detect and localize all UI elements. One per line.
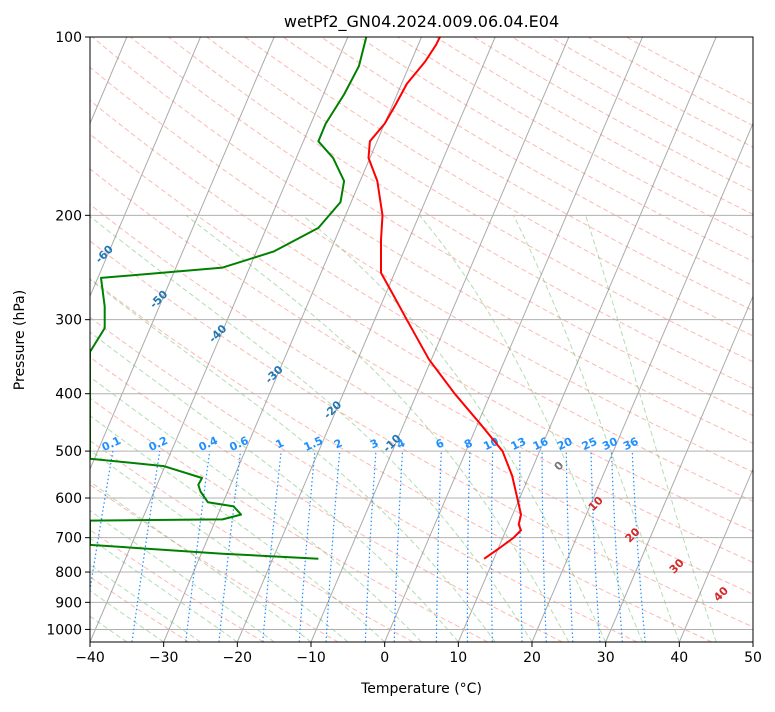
x-tick-label: 10 xyxy=(449,650,467,666)
x-tick-label: −20 xyxy=(223,650,253,666)
y-tick-label: 900 xyxy=(55,595,82,611)
x-tick-label: 30 xyxy=(597,650,615,666)
y-tick-label: 800 xyxy=(55,565,82,581)
x-tick-label: −30 xyxy=(149,650,179,666)
chart-title: wetPf2_GN04.2024.009.06.04.E04 xyxy=(284,12,559,32)
y-tick-label: 300 xyxy=(55,313,82,329)
x-axis-label: Temperature (°C) xyxy=(360,681,482,697)
y-tick-label: 1000 xyxy=(46,622,82,638)
y-axis-label: Pressure (hPa) xyxy=(12,290,28,390)
x-tick-label: 0 xyxy=(380,650,389,666)
x-tick-label: 50 xyxy=(744,650,762,666)
y-tick-label: 200 xyxy=(55,208,82,224)
y-tick-label: 500 xyxy=(55,444,82,460)
y-tick-label: 400 xyxy=(55,387,82,403)
x-tick-label: −10 xyxy=(296,650,326,666)
x-tick-label: 40 xyxy=(670,650,688,666)
y-tick-label: 100 xyxy=(55,30,82,46)
x-tick-label: −40 xyxy=(75,650,105,666)
x-tick-label: 20 xyxy=(523,650,541,666)
y-tick-label: 600 xyxy=(55,491,82,507)
y-tick-label: 700 xyxy=(55,531,82,547)
